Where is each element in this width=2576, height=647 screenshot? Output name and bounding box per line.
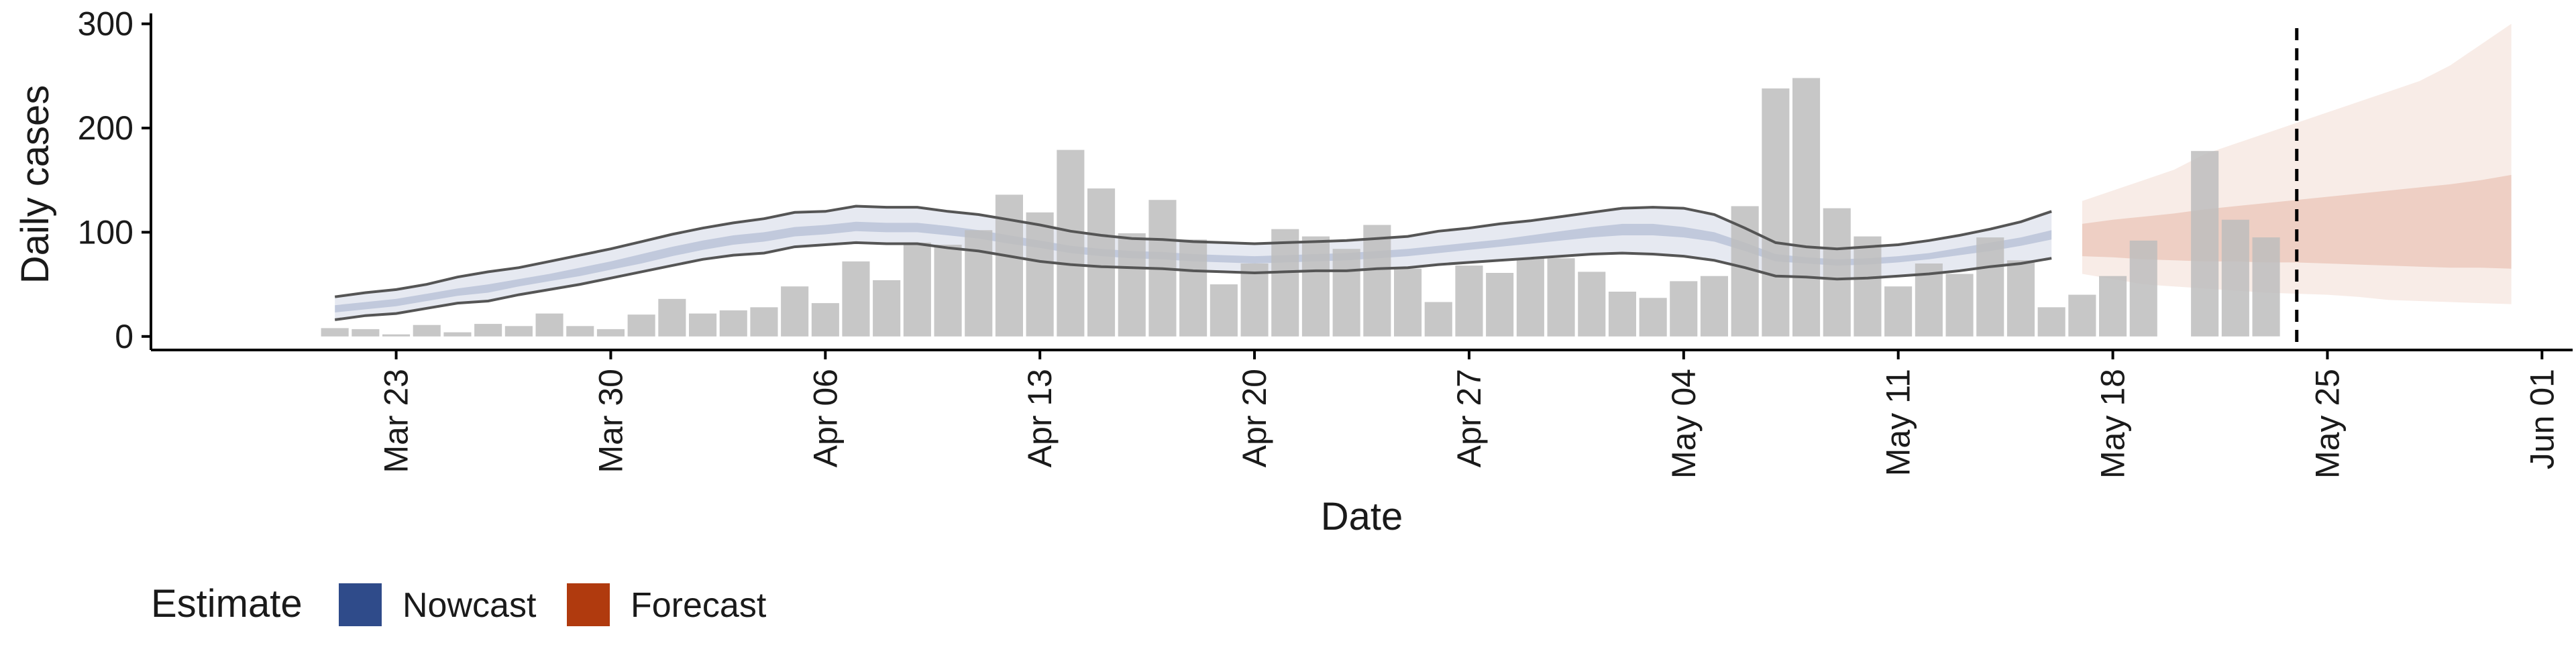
x-tick-label: Jun 01	[2523, 369, 2561, 469]
bar	[566, 326, 594, 337]
bar	[965, 230, 993, 337]
bar	[811, 303, 839, 337]
axes: 0 100 200 300 Mar 23 Mar 30 Apr 06 Apr 13 Apr 20…	[78, 5, 2573, 479]
bar	[352, 329, 380, 337]
bar	[2252, 237, 2280, 337]
bar	[1823, 208, 1851, 337]
x-tick-label: May 11	[1880, 369, 1917, 476]
x-axis-title: Date	[1321, 495, 1403, 538]
bar	[1301, 236, 1330, 337]
bar	[321, 328, 349, 337]
bar	[1332, 249, 1360, 337]
bar	[1639, 298, 1667, 337]
bar	[873, 280, 901, 337]
bar	[658, 298, 686, 337]
band-outlines	[334, 204, 2052, 321]
x-tick-label: May 18	[2094, 369, 2132, 479]
bar	[1884, 286, 1913, 337]
bar	[1271, 229, 1299, 337]
x-tick-label: Apr 27	[1450, 369, 1488, 467]
bar	[2221, 219, 2249, 337]
bar	[2129, 240, 2157, 337]
uncertainty-bands	[335, 23, 2512, 320]
x-tick-label: Apr 20	[1236, 369, 1273, 467]
nowcast-upper-line	[334, 204, 2052, 298]
bar	[842, 261, 870, 337]
bar	[1670, 281, 1698, 337]
y-tick-label: 100	[78, 213, 133, 251]
bar	[1976, 237, 2004, 337]
bar	[719, 310, 747, 337]
bar	[995, 194, 1023, 337]
bar	[1547, 258, 1575, 337]
bar	[504, 326, 533, 337]
forecast-inner-band	[2082, 174, 2512, 269]
bar	[1026, 212, 1054, 337]
y-tick-label: 200	[78, 109, 133, 147]
bar	[2099, 276, 2127, 337]
bar	[535, 313, 564, 337]
x-tick-label: Apr 06	[806, 369, 844, 467]
bar	[1854, 236, 1882, 337]
nowcast-lower-line	[334, 241, 2052, 321]
x-tick-label: May 04	[1665, 369, 1703, 479]
bar	[1516, 258, 1544, 337]
legend-swatch-forecast	[567, 583, 610, 626]
bar	[1210, 284, 1238, 337]
bar	[1792, 78, 1821, 337]
bar	[781, 286, 809, 337]
bar	[443, 332, 472, 337]
bar	[1455, 266, 1483, 337]
bar	[1394, 268, 1422, 337]
forecast-outer-band	[2082, 23, 2512, 304]
legend: Estimate Nowcast Forecast	[151, 582, 767, 626]
bar	[1762, 88, 1790, 337]
bar	[1486, 273, 1514, 337]
x-tick-label: Mar 23	[378, 369, 415, 473]
bar	[2037, 307, 2065, 337]
x-tick-label: May 25	[2308, 369, 2346, 479]
bar	[2191, 151, 2219, 337]
bar	[2068, 294, 2096, 337]
y-axis-title: Daily cases	[13, 85, 57, 284]
bar	[1057, 150, 1085, 337]
bar	[596, 329, 625, 337]
legend-label-forecast: Forecast	[631, 586, 767, 625]
bar	[1179, 239, 1208, 337]
bar	[1700, 276, 1728, 337]
bar	[689, 313, 717, 337]
legend-title: Estimate	[151, 582, 303, 626]
y-tick-label: 0	[115, 318, 133, 355]
bar	[1118, 233, 1146, 337]
bar	[1578, 272, 1606, 337]
bar	[1087, 188, 1116, 337]
bar	[1363, 225, 1391, 337]
bar	[750, 307, 778, 337]
legend-label-nowcast: Nowcast	[402, 586, 537, 625]
legend-swatch-nowcast	[339, 583, 382, 626]
bar	[413, 325, 441, 337]
x-tick-label: Mar 30	[592, 369, 629, 473]
bar	[1608, 292, 1636, 337]
bar	[627, 314, 655, 337]
bar	[1945, 274, 1974, 337]
bar	[2006, 260, 2035, 337]
bar	[934, 245, 962, 337]
bar	[903, 242, 931, 337]
bar	[382, 334, 411, 337]
x-tick-label: Apr 13	[1021, 369, 1059, 467]
bar-series	[321, 78, 2280, 337]
y-tick-label: 300	[78, 5, 133, 43]
bar	[474, 324, 502, 337]
bar	[1240, 263, 1269, 337]
bar	[1424, 302, 1452, 337]
